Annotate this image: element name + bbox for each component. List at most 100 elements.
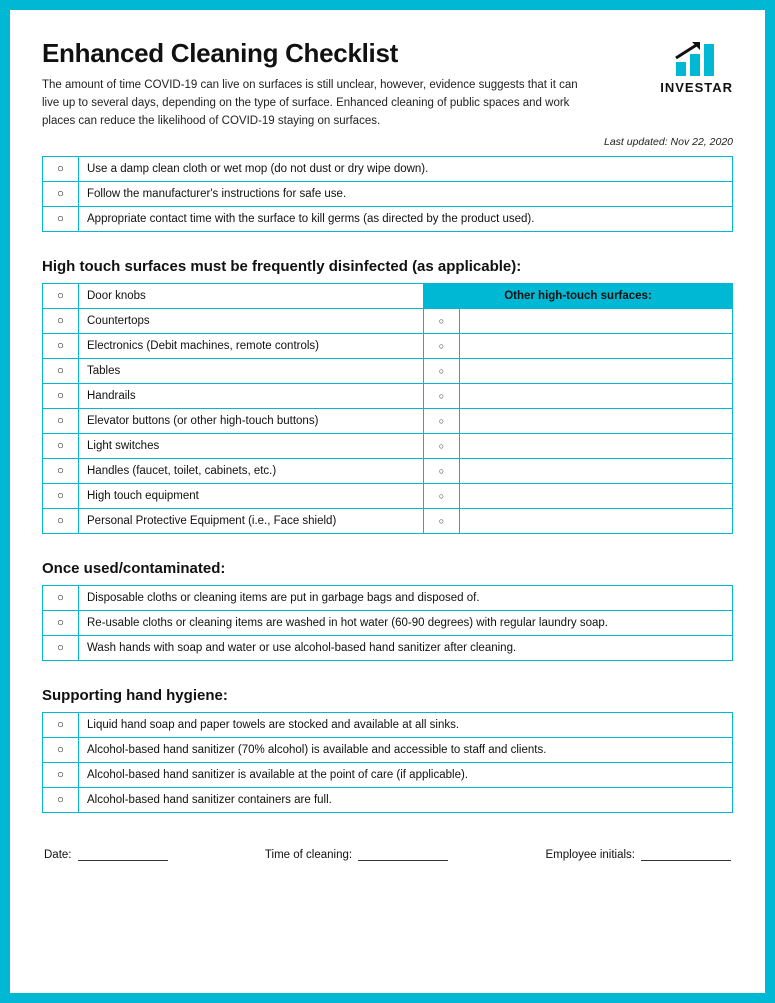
row-text: Follow the manufacturer's instructions f… [79,182,733,207]
time-field: Time of cleaning: [265,849,448,861]
table-row: ○ Alcohol-based hand sanitizer container… [43,788,733,813]
table-row: ○ Electronics (Debit machines, remote co… [43,334,733,359]
checkbox[interactable]: ○ [424,309,460,334]
checkbox[interactable]: ○ [43,738,79,763]
blank-cell[interactable] [460,509,733,534]
checkbox[interactable]: ○ [43,788,79,813]
row-text: Light switches [79,434,424,459]
checkbox[interactable]: ○ [43,182,79,207]
blank-cell[interactable] [460,484,733,509]
checkbox[interactable]: ○ [424,409,460,434]
row-text: High touch equipment [79,484,424,509]
table-row: ○ Alcohol-based hand sanitizer (70% alco… [43,738,733,763]
high-touch-heading: High touch surfaces must be frequently d… [42,258,733,275]
header: Enhanced Cleaning Checklist The amount o… [42,38,733,130]
row-text: Wash hands with soap and water or use al… [79,636,733,661]
table-row: ○ Elevator buttons (or other high-touch … [43,409,733,434]
row-text: Liquid hand soap and paper towels are st… [79,713,733,738]
checkbox[interactable]: ○ [43,586,79,611]
checkbox[interactable]: ○ [43,284,79,309]
table-row: ○ Personal Protective Equipment (i.e., F… [43,509,733,534]
last-updated: Last updated: Nov 22, 2020 [42,136,733,148]
checkbox[interactable]: ○ [424,459,460,484]
time-line[interactable] [358,849,448,861]
row-text: Countertops [79,309,424,334]
time-label: Time of cleaning: [265,849,352,861]
date-line[interactable] [78,849,168,861]
row-text: Handles (faucet, toilet, cabinets, etc.) [79,459,424,484]
table-row: ○ Light switches ○ [43,434,733,459]
checkbox[interactable]: ○ [43,359,79,384]
row-text: Tables [79,359,424,384]
table-row: ○ Appropriate contact time with the surf… [43,207,733,232]
table-row: ○ Door knobs Other high-touch surfaces: [43,284,733,309]
checkbox[interactable]: ○ [43,713,79,738]
row-text: Handrails [79,384,424,409]
initials-line[interactable] [641,849,731,861]
table-row: ○ Handles (faucet, toilet, cabinets, etc… [43,459,733,484]
initials-field: Employee initials: [546,849,731,861]
page-title: Enhanced Cleaning Checklist [42,38,640,69]
blank-cell[interactable] [460,459,733,484]
hand-hygiene-heading: Supporting hand hygiene: [42,687,733,704]
table-row: ○ Use a damp clean cloth or wet mop (do … [43,157,733,182]
date-label: Date: [44,849,72,861]
signoff-row: Date: Time of cleaning: Employee initial… [42,849,733,861]
checkbox[interactable]: ○ [43,636,79,661]
checkbox[interactable]: ○ [43,611,79,636]
row-text: Electronics (Debit machines, remote cont… [79,334,424,359]
date-field: Date: [44,849,168,861]
initials-label: Employee initials: [546,849,635,861]
blank-cell[interactable] [460,359,733,384]
checkbox[interactable]: ○ [43,157,79,182]
logo: INVESTAR [660,38,733,95]
table-row: ○ Alcohol-based hand sanitizer is availa… [43,763,733,788]
blank-cell[interactable] [460,409,733,434]
checkbox[interactable]: ○ [424,384,460,409]
checkbox[interactable]: ○ [43,509,79,534]
checkbox[interactable]: ○ [424,334,460,359]
checkbox[interactable]: ○ [424,359,460,384]
checkbox[interactable]: ○ [43,334,79,359]
table-row: ○ Wash hands with soap and water or use … [43,636,733,661]
logo-text: INVESTAR [660,80,733,95]
row-text: Use a damp clean cloth or wet mop (do no… [79,157,733,182]
once-used-table: ○ Disposable cloths or cleaning items ar… [42,585,733,661]
high-touch-table: ○ Door knobs Other high-touch surfaces: … [42,283,733,534]
hand-hygiene-table: ○ Liquid hand soap and paper towels are … [42,712,733,813]
checkbox[interactable]: ○ [424,434,460,459]
checkbox[interactable]: ○ [43,434,79,459]
row-text: Alcohol-based hand sanitizer is availabl… [79,763,733,788]
blank-cell[interactable] [460,334,733,359]
row-text: Door knobs [79,284,424,309]
table-row: ○ Disposable cloths or cleaning items ar… [43,586,733,611]
table-row: ○ Re-usable cloths or cleaning items are… [43,611,733,636]
checkbox[interactable]: ○ [43,309,79,334]
row-text: Elevator buttons (or other high-touch bu… [79,409,424,434]
once-used-heading: Once used/contaminated: [42,560,733,577]
table-row: ○ High touch equipment ○ [43,484,733,509]
checkbox[interactable]: ○ [424,484,460,509]
row-text: Appropriate contact time with the surfac… [79,207,733,232]
blank-cell[interactable] [460,434,733,459]
checkbox[interactable]: ○ [43,484,79,509]
checkbox[interactable]: ○ [43,207,79,232]
checkbox[interactable]: ○ [43,384,79,409]
table-row: ○ Handrails ○ [43,384,733,409]
header-left: Enhanced Cleaning Checklist The amount o… [42,38,660,130]
checkbox[interactable]: ○ [43,409,79,434]
row-text: Re-usable cloths or cleaning items are w… [79,611,733,636]
table-row: ○ Countertops ○ [43,309,733,334]
row-text: Disposable cloths or cleaning items are … [79,586,733,611]
checkbox[interactable]: ○ [43,459,79,484]
checkbox[interactable]: ○ [43,763,79,788]
table-row: ○ Liquid hand soap and paper towels are … [43,713,733,738]
other-surfaces-header: Other high-touch surfaces: [424,284,733,309]
page: Enhanced Cleaning Checklist The amount o… [0,0,775,1003]
blank-cell[interactable] [460,309,733,334]
row-text: Personal Protective Equipment (i.e., Fac… [79,509,424,534]
row-text: Alcohol-based hand sanitizer containers … [79,788,733,813]
blank-cell[interactable] [460,384,733,409]
checkbox[interactable]: ○ [424,509,460,534]
intro-text: The amount of time COVID-19 can live on … [42,77,582,130]
